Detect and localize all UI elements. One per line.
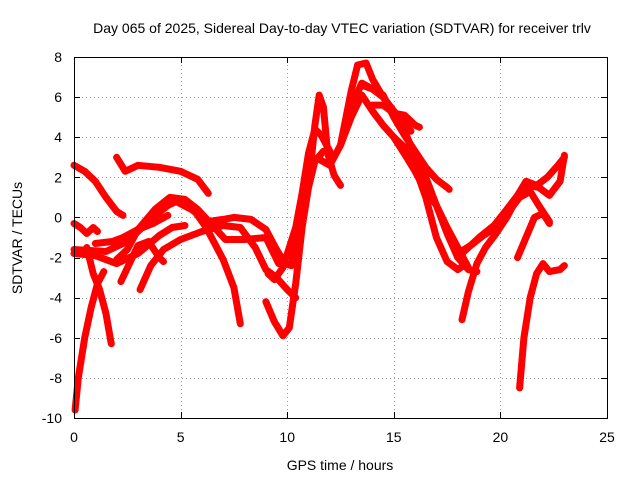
series-line [91,211,172,247]
y-tick-label: -8 [50,370,63,386]
series-line [516,260,568,392]
data-point-marker [390,134,397,141]
data-point-marker [108,340,115,347]
series-arc-15 [300,91,344,189]
data-point-marker [113,154,120,161]
y-tick-label: 2 [54,169,62,185]
x-tick-label: 20 [493,429,509,445]
data-point-marker [463,260,470,267]
data-point-marker [454,250,461,257]
axes: 0 5 10 15 20 25 -10 -8 -6 -4 -2 0 2 4 6 8 [42,49,615,445]
data-point-marker [265,270,272,277]
data-point-marker [358,82,365,89]
y-axis-label: SDTVAR / TECUs [9,182,25,294]
x-tick-label: 5 [177,429,185,445]
series-line [514,209,553,262]
series-line [264,125,334,284]
plot-series [70,59,568,414]
data-point-marker [205,190,212,197]
data-point-marker [117,278,124,285]
chart-title: Day 065 of 2025, Sidereal Day-to-day VTE… [93,20,591,36]
x-axis-label: GPS time / hours [287,457,394,473]
series-line [300,91,344,189]
series-arc-02 [70,220,101,237]
y-tick-label: 0 [54,209,62,225]
series-line [83,244,115,348]
data-point-marker [546,220,553,227]
plot-frame [74,57,608,419]
series-arc-07 [91,211,172,247]
data-point-marker [169,196,176,203]
series-arc-08 [113,153,212,197]
y-tick-label: 8 [54,49,62,65]
series-arc-20 [358,81,415,135]
y-tick-label: 4 [54,129,62,145]
series-line [70,161,127,219]
y-tick-label: 6 [54,89,62,105]
series-line [262,147,327,340]
series-arc-26 [516,260,568,392]
data-point-marker [164,212,171,219]
data-point-marker [137,286,144,293]
data-point-marker [561,154,568,161]
x-tick-label: 25 [599,429,615,445]
x-tick-label: 0 [70,429,78,445]
data-point-marker [120,212,127,219]
y-tick-label: -2 [50,250,63,266]
x-tick-label: 15 [386,429,402,445]
data-point-marker [100,268,107,275]
data-point-marker [301,176,308,183]
data-point-marker [561,262,568,269]
data-point-marker [459,316,466,323]
data-point-marker [337,182,344,189]
data-point-marker [516,384,523,391]
series-arc-12 [168,195,302,270]
data-point-marker [348,104,355,111]
series-line [454,187,553,257]
series-arc-21 [390,133,470,274]
series-arc-01 [70,161,127,219]
series-arc-25 [514,209,553,262]
data-point-marker [416,124,423,131]
series-line [113,153,212,197]
data-point-marker [181,222,188,229]
data-point-marker [514,254,521,261]
data-point-marker [113,256,120,263]
series-line [390,133,470,274]
data-point-marker [237,320,244,327]
y-tick-label: -10 [42,410,62,426]
data-point-marker [92,240,99,247]
data-point-marker [369,102,376,109]
data-point-marker [72,406,79,413]
data-point-marker [94,228,101,235]
x-tick-label: 10 [279,429,295,445]
y-tick-label: -4 [50,290,63,306]
data-point-marker [262,298,269,305]
series-line [70,220,101,237]
data-point-marker [446,186,453,193]
data-point-marker [160,258,167,265]
data-point-marker [316,156,323,163]
data-point-marker [337,142,344,149]
series-line [358,81,415,135]
y-tick-label: -6 [50,330,63,346]
data-point-marker [407,128,414,135]
